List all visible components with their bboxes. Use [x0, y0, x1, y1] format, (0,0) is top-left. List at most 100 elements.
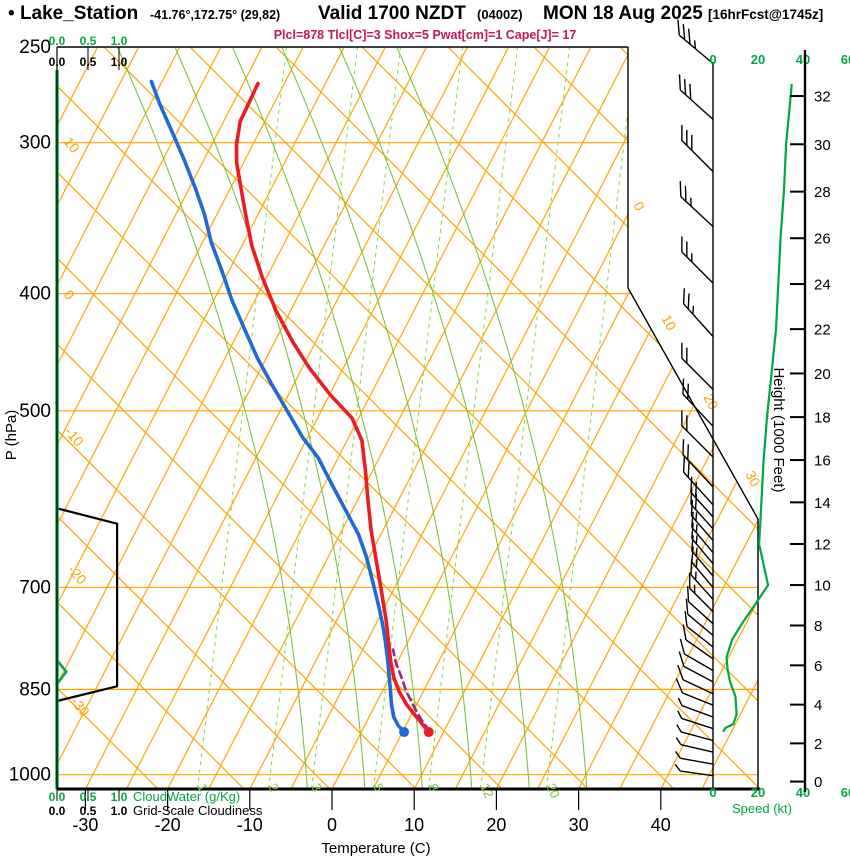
wind-barb [682, 439, 714, 488]
wind-barb [679, 181, 714, 228]
height-tick-label: 24 [814, 277, 831, 294]
speed-scale-bottom: 0 [709, 785, 716, 800]
parcel-path [391, 648, 431, 733]
cloudwater-scale-top: 0.0 [49, 34, 66, 48]
mixing-ratio-label: 5 [370, 781, 387, 794]
mixing-ratio-label: 12 [477, 781, 497, 800]
wind-barb [674, 763, 714, 777]
speed-scale-top: 40 [796, 52, 810, 67]
wind-barb [682, 456, 714, 506]
wind-barb [682, 378, 714, 427]
wind-barb [678, 651, 714, 683]
wind-barb [684, 611, 714, 648]
pressure-axis-title: P (hPa) [3, 410, 20, 461]
valid-date: MON 18 Aug 2025 [543, 3, 703, 24]
zulu-time: (0400Z) [477, 7, 523, 22]
height-tick-label: 26 [814, 231, 831, 248]
cloudwater-scale-top: 1.0 [111, 34, 128, 48]
wind-barb [677, 697, 714, 718]
mixing-ratio-label: 2 [265, 781, 282, 794]
station-title: • Lake_Station [8, 3, 138, 25]
pressure-tick-label: 1000 [9, 765, 51, 786]
height-tick-label: 18 [814, 410, 831, 427]
temperature-tick-label: 0 [327, 815, 337, 835]
wind-barb [691, 535, 714, 577]
cloudiness-scale-top: 0.0 [49, 55, 66, 69]
wind-barb [675, 751, 714, 765]
valid-time: Valid 1700 NZDT [318, 3, 466, 24]
wind-speed-curve [722, 83, 793, 733]
wind-barb [681, 236, 714, 284]
height-tick-label: 20 [814, 366, 831, 383]
temperature-tick-label: -20 [155, 815, 181, 835]
pressure-tick-label: 300 [19, 133, 51, 154]
cloudwater-bump [55, 659, 68, 685]
speed-scale-top: 0 [709, 52, 716, 67]
wind-barb [681, 124, 714, 173]
wind-barb [675, 678, 714, 706]
wind-barb [677, 19, 714, 65]
wind-barb [691, 511, 714, 554]
height-tick-label: 22 [814, 322, 831, 339]
height-tick-label: 10 [814, 578, 831, 595]
speed-scale-top: 20 [751, 52, 765, 67]
wind-barb [688, 572, 714, 613]
cloudiness-profile [56, 507, 119, 703]
wind-barb [685, 598, 714, 636]
height-tick-label: 14 [814, 495, 831, 512]
speed-axis-title: Speed (kt) [732, 801, 792, 816]
pressure-tick-label: 250 [19, 37, 51, 58]
temperature-tick-label: 20 [486, 815, 506, 835]
cloudiness-scale-bottom: 1.0 [111, 804, 128, 818]
cloudiness-scale-top: 1.0 [111, 55, 128, 69]
cloudwater-legend: CloudWater (g/Kg) [133, 789, 240, 804]
isotherm-label: 10 [658, 312, 680, 333]
bullet-icon: • [8, 3, 15, 24]
stability-params: Plcl=878 Tlcl[C]=3 Shox=5 Pwat[cm]=1 Cap… [273, 28, 577, 42]
surface-temperature-dot [423, 727, 434, 738]
temperature-tick-label: 30 [569, 815, 589, 835]
height-tick-label: 4 [814, 697, 822, 714]
wind-barb [690, 559, 714, 600]
speed-scale-bottom: 40 [796, 785, 810, 800]
wind-barb [691, 522, 714, 565]
wind-barb [690, 499, 714, 541]
wind-barb [682, 288, 714, 337]
forecast-hour: [16hrFcst@1745z] [708, 7, 824, 22]
plot-right-boundary [627, 47, 759, 789]
temperature-tick-label: -10 [237, 815, 263, 835]
dry-adiabat-label: -20 [65, 562, 90, 588]
wind-barb [690, 488, 714, 530]
height-tick-label: 30 [814, 137, 831, 154]
temperature-tick-label: -30 [72, 815, 98, 835]
wind-barb [686, 586, 714, 625]
height-tick-label: 0 [814, 774, 822, 791]
speed-scale-bottom: 60 [841, 785, 850, 800]
height-tick-label: 8 [814, 618, 822, 635]
speed-scale-top: 60 [841, 52, 850, 67]
wind-barb [682, 624, 714, 660]
wind-barb [678, 74, 714, 120]
mixing-ratio-label: 20 [543, 781, 563, 800]
speed-scale-bottom: 20 [751, 785, 765, 800]
cloudwater-scale-bottom: 1.0 [111, 790, 128, 804]
cloudwater-scale-bottom: 0.0 [49, 790, 66, 804]
station-coords: -41.76°,172.75° (29,82) [150, 8, 281, 22]
mixing-ratio-label: 8 [425, 781, 442, 794]
wind-barb [677, 710, 714, 730]
temperature-axis-title: Temperature (C) [321, 840, 430, 857]
cloudwater-scale-bottom: 0.5 [80, 790, 97, 804]
height-tick-label: 2 [814, 736, 822, 753]
pressure-tick-label: 850 [19, 679, 51, 700]
grid-lines [57, 47, 758, 789]
temperature-curve [234, 81, 431, 734]
cloudwater-scale-top: 0.5 [80, 34, 97, 48]
height-axis-title: Height (1000 Feet) [770, 367, 787, 492]
dry-adiabat-label: 10 [61, 134, 83, 156]
wind-barb [681, 410, 714, 458]
wind-barb [676, 724, 714, 742]
cloudiness-legend: Grid-Scale Cloudiness [133, 803, 263, 818]
wind-barb [675, 737, 714, 753]
cloudiness-scale-bottom: 0.0 [49, 804, 66, 818]
temperature-tick-label: 40 [651, 815, 671, 835]
